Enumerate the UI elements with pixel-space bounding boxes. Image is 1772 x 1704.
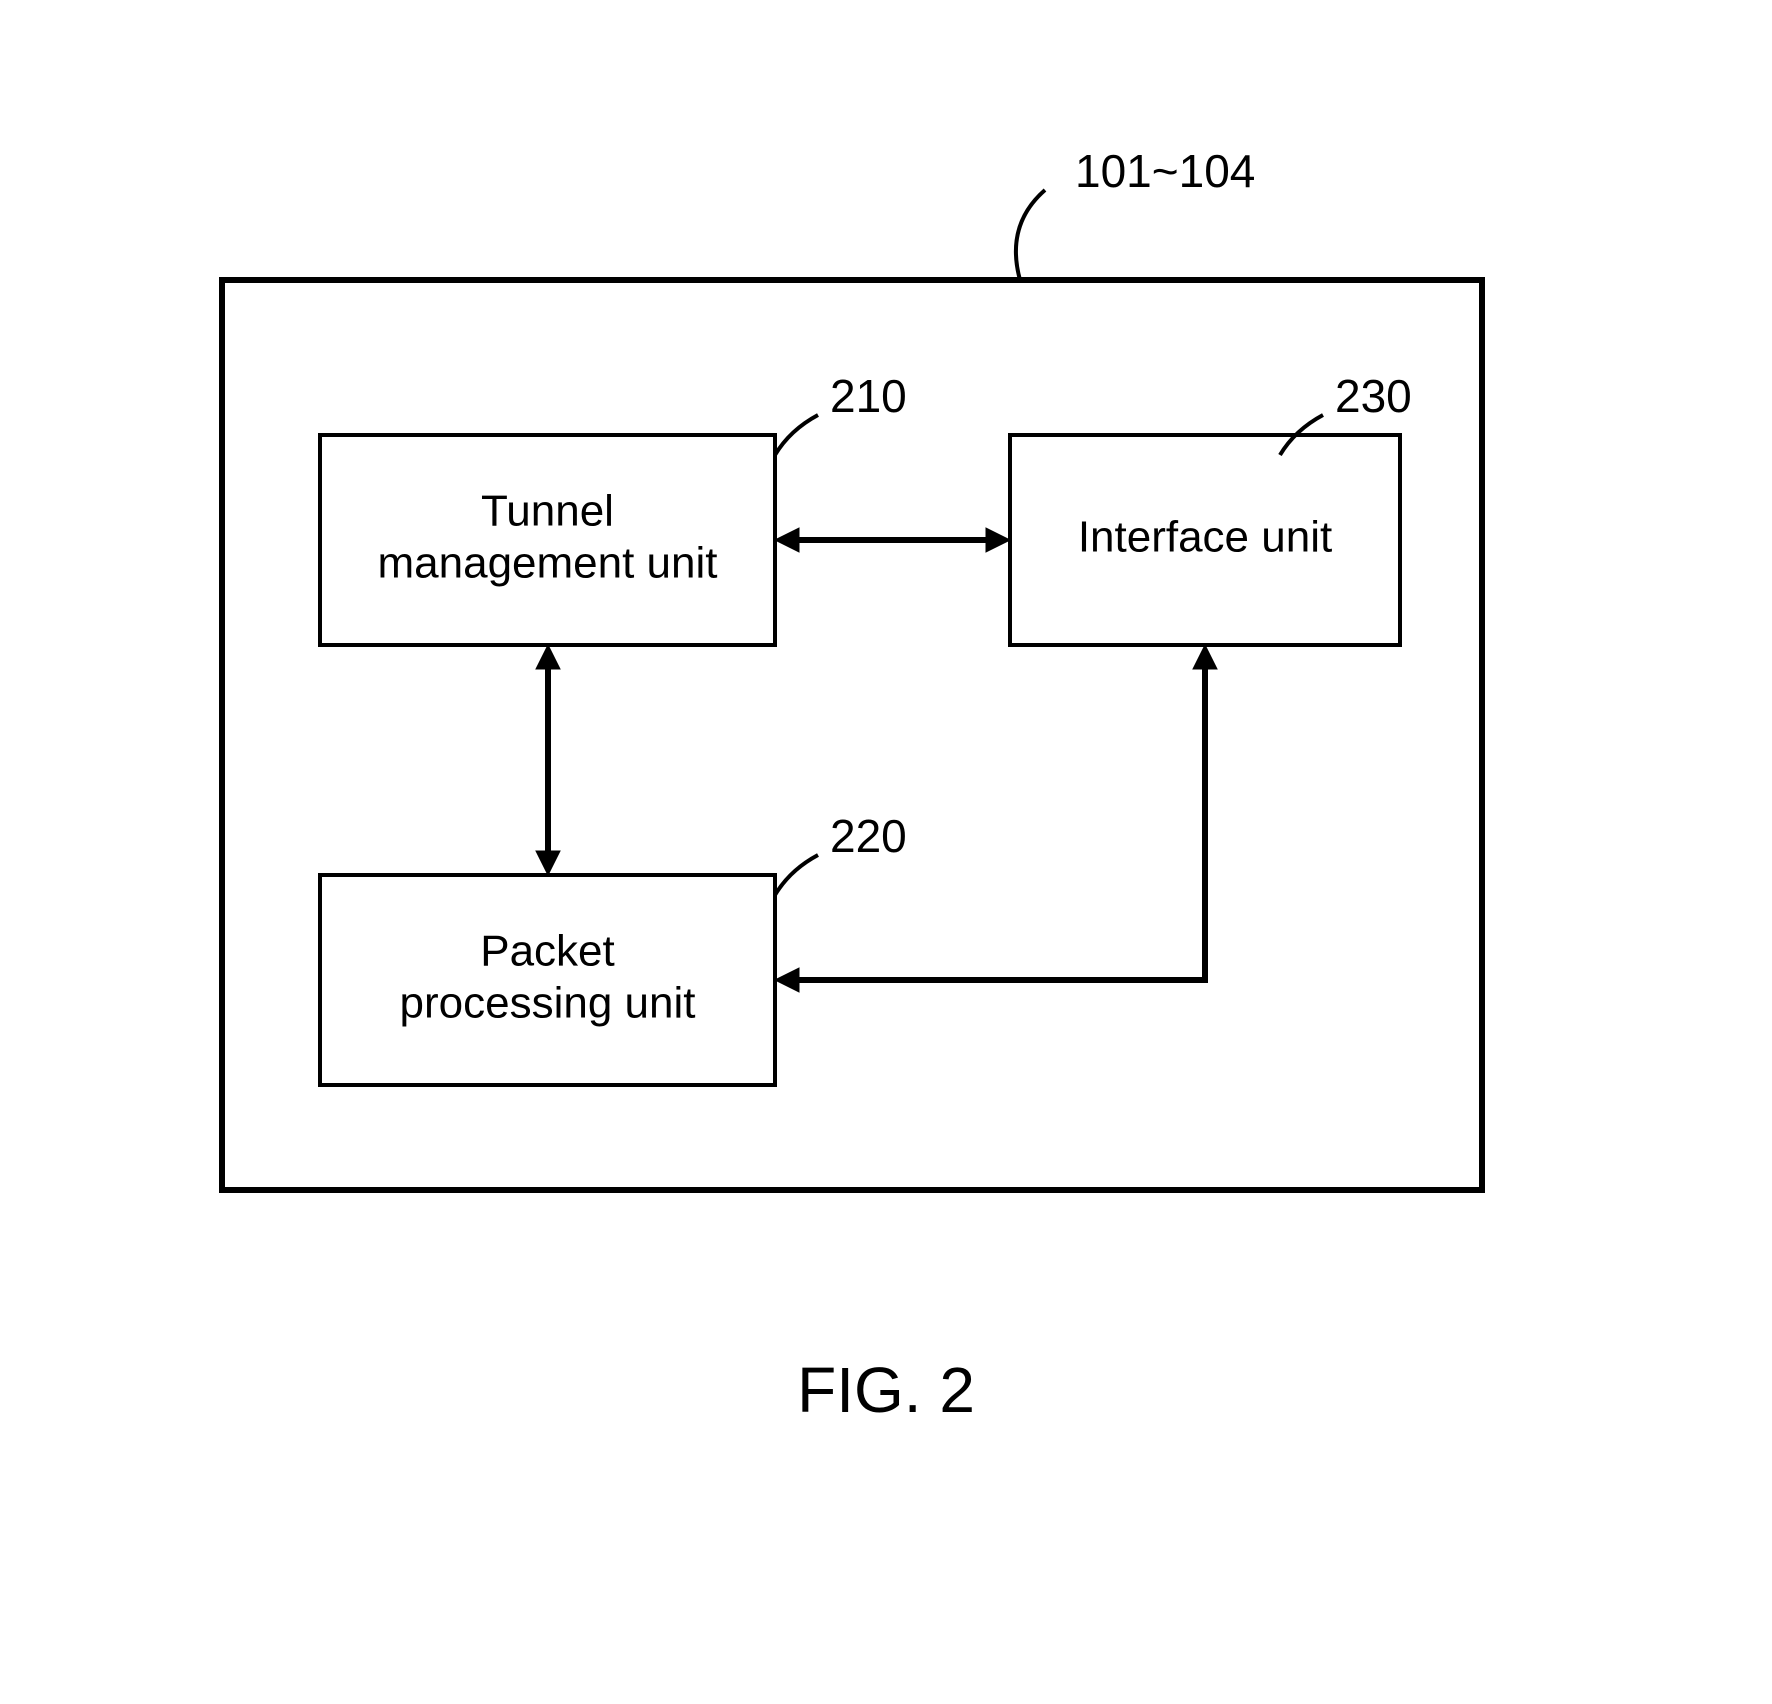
node-interface-ref-label: 230 [1335,370,1412,422]
node-tunnel-ref-label: 210 [830,370,907,422]
edge-tunnel-interface-arrow-a [775,528,799,552]
edge-tunnel-packet-arrow-b [536,851,560,875]
edge-tunnel-packet-arrow-a [536,645,560,669]
node-interface-label-line0: Interface unit [1078,513,1332,562]
node-tunnel-ref-leader [775,415,818,455]
figure-caption: FIG. 2 [797,1354,975,1426]
outer-ref-label: 101~104 [1075,145,1255,197]
node-packet-ref-leader [775,855,818,895]
node-packet-ref-label: 220 [830,810,907,862]
edge-packet-interface-arrow-b [1193,645,1217,669]
node-packet-label-line1: processing unit [400,979,696,1028]
node-tunnel-label-line0: Tunnel [481,487,614,536]
node-packet-label-line0: Packet [480,927,615,976]
edge-packet-interface-arrow-a [775,968,799,992]
node-tunnel-label-line1: management unit [378,539,718,588]
edge-tunnel-interface-arrow-b [986,528,1010,552]
outer-ref-leader [1016,190,1045,280]
